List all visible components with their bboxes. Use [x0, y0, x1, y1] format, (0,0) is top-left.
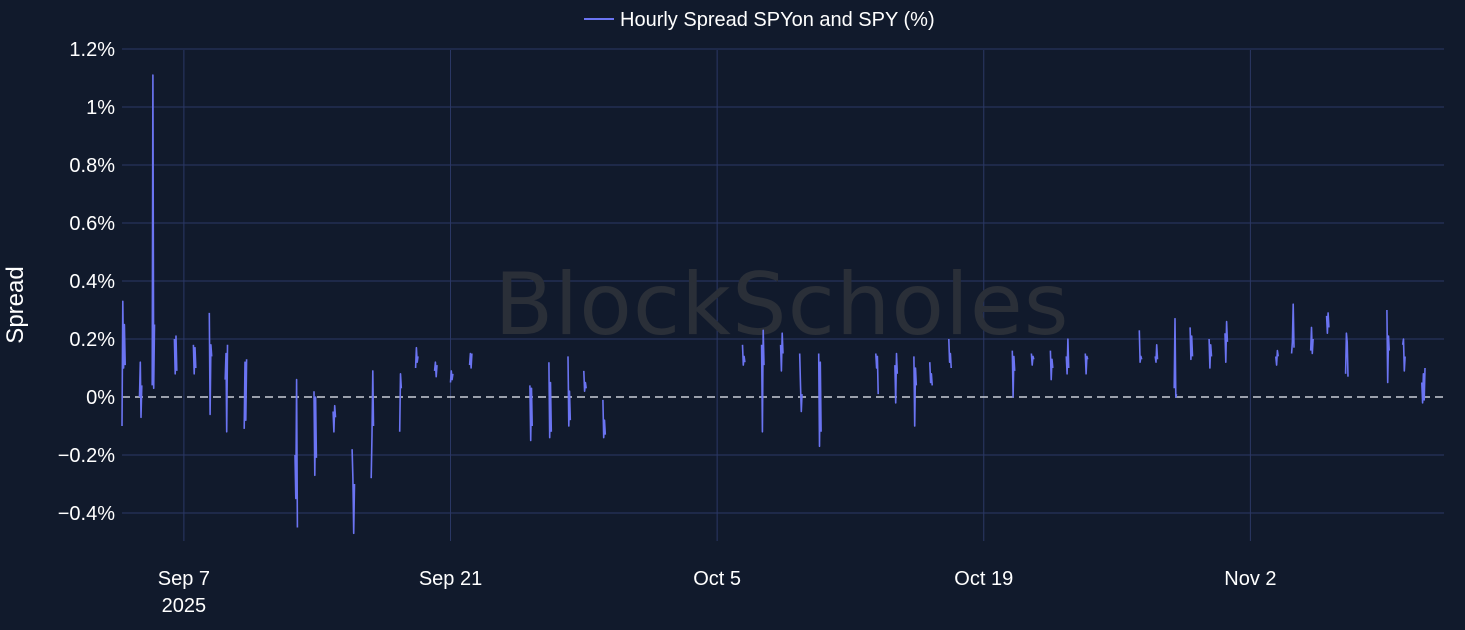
y-axis-title: Spread: [2, 266, 29, 343]
series-segment: [294, 378, 299, 528]
series-segment: [741, 344, 746, 366]
series-segment: [1208, 338, 1213, 369]
series-segment: [583, 370, 587, 393]
series-segment: [1386, 309, 1390, 384]
series-segment: [370, 370, 375, 479]
series-segment: [433, 361, 438, 378]
x-axis-ticks: Sep 7 2025 Sep 21 Oct 5 Oct 19 Nov 2: [158, 568, 1277, 617]
series-segment: [1344, 332, 1349, 377]
y-tick-label: 0.4%: [69, 271, 115, 293]
x-tick-label: Nov 2: [1224, 568, 1276, 590]
series-segment: [313, 391, 318, 477]
series-segment: [173, 335, 178, 375]
series-segment: [449, 370, 454, 383]
series-segment: [414, 346, 419, 369]
series-segment: [1173, 317, 1178, 398]
series-segment: [948, 338, 952, 369]
series-segment: [1309, 326, 1314, 355]
series-segment: [567, 356, 572, 427]
series-segment: [929, 362, 933, 386]
series-segment: [468, 352, 473, 369]
y-tick-label: 1%: [86, 97, 115, 119]
series-segment: [1030, 353, 1035, 366]
y-tick-label: 0.2%: [69, 329, 115, 351]
series-segment: [1154, 343, 1159, 364]
series-segment: [548, 362, 553, 439]
series-segment: [1084, 353, 1089, 375]
series-segment: [1275, 349, 1279, 366]
series-segment: [602, 399, 607, 439]
series-segment: [121, 300, 126, 427]
series-segment: [779, 332, 784, 372]
y-tick-label: 0%: [86, 387, 115, 409]
series-segment: [529, 385, 533, 442]
x-tick-year-label: 2025: [162, 595, 207, 617]
y-axis-ticks: 1.2% 1% 0.8% 0.6% 0.4% 0.2% 0% −0.2% −0.4%: [58, 39, 115, 525]
series-segment: [1421, 367, 1426, 404]
series-segment: [1401, 338, 1406, 372]
series-segment: [1290, 303, 1295, 354]
series-segment: [208, 312, 213, 416]
series-segment: [224, 344, 229, 433]
series-segment: [1224, 320, 1229, 364]
x-tick-label: Oct 19: [954, 568, 1013, 590]
series-segment: [243, 359, 248, 429]
series-segment: [138, 361, 143, 419]
series-segment: [351, 449, 356, 535]
series-segment: [1138, 330, 1143, 364]
x-tick-label: Sep 7: [158, 568, 210, 590]
y-tick-label: 1.2%: [69, 39, 115, 61]
series-segment: [1189, 327, 1194, 361]
series-segment: [1325, 312, 1330, 335]
series-segment: [1049, 350, 1054, 381]
y-tick-label: −0.2%: [58, 445, 115, 467]
series-segment: [1065, 338, 1070, 375]
series-segment: [192, 344, 197, 375]
series-segment: [875, 353, 879, 395]
series-segment: [398, 372, 403, 432]
series-segment: [151, 74, 156, 390]
series-segment: [1011, 350, 1016, 398]
series-lines: [121, 74, 1426, 535]
legend[interactable]: Hourly Spread SPYon and SPY (%): [584, 9, 935, 31]
series-segment: [894, 352, 899, 404]
y-tick-label: 0.8%: [69, 155, 115, 177]
series-segment: [332, 404, 337, 433]
series-segment: [913, 356, 918, 427]
legend-series-label: Hourly Spread SPYon and SPY (%): [620, 9, 935, 31]
y-tick-label: 0.6%: [69, 213, 115, 235]
x-tick-label: Sep 21: [419, 568, 482, 590]
x-tick-label: Oct 5: [693, 568, 741, 590]
y-tick-label: −0.4%: [58, 503, 115, 525]
series-segment: [798, 353, 803, 413]
series-segment: [760, 329, 765, 433]
series-segment: [817, 353, 822, 448]
